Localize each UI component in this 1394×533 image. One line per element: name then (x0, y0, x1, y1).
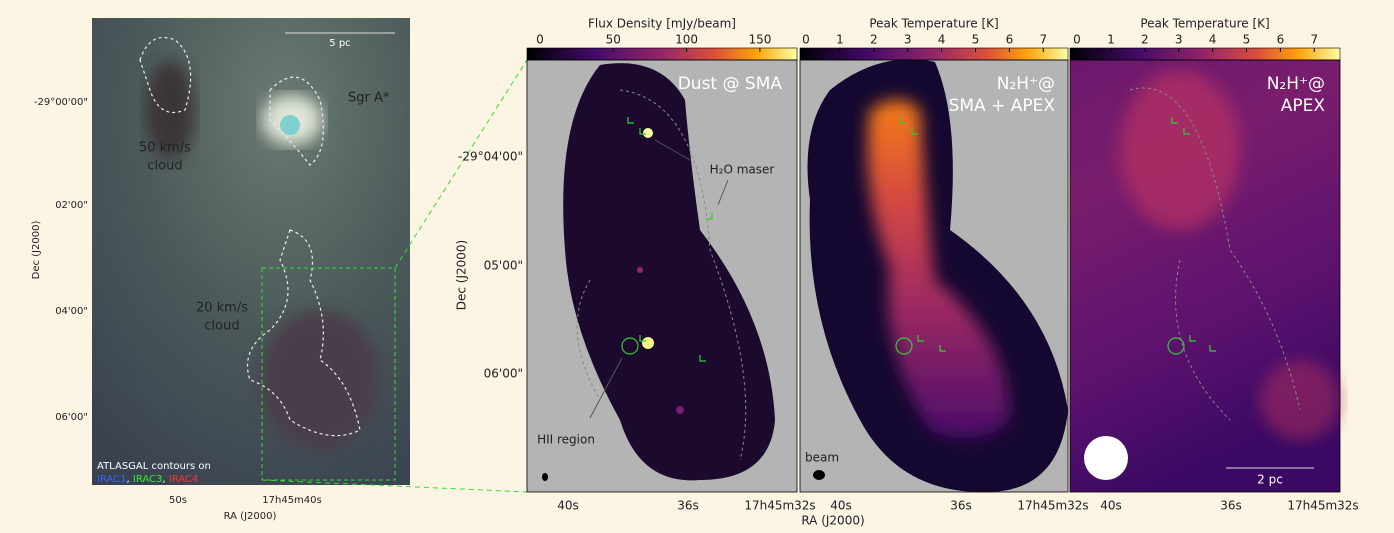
colorbar-tick: 0 (802, 33, 810, 47)
colorbar-tick: 4 (1209, 33, 1217, 47)
colorbar-tick: 5 (972, 33, 980, 47)
source-label: 20 km/s (196, 301, 248, 316)
dec-tick: 02'00" (55, 200, 88, 211)
panel-label: Dust @ SMA (678, 74, 783, 94)
ra-tick: 40s (1100, 499, 1122, 513)
dec-tick: 04'00" (55, 306, 88, 317)
ra-tick: 17h45m32s (1017, 499, 1088, 513)
panel-frame (526, 59, 798, 493)
panel-label: SMA + APEX (949, 96, 1056, 116)
sep: , (127, 474, 133, 485)
source-label: Sgr A* (348, 91, 390, 106)
colorbar-tick: 6 (1006, 33, 1014, 47)
left-axes: -29°00'00" 02'00" 04'00" 06'00" 50s 17h4… (31, 97, 322, 522)
dec-tick: 06'00" (484, 367, 523, 381)
source-label: cloud (147, 159, 182, 174)
legend-bands: IRAC1, IRAC3, IRAC4 (97, 474, 198, 485)
dec-tick: -29°00'00" (34, 97, 88, 108)
panel-frame (799, 59, 1069, 493)
ra-tick: 36s (677, 499, 699, 513)
source-label: cloud (204, 319, 239, 334)
panel-label: N₂H⁺@ (1267, 74, 1325, 94)
ra-tick: 40s (830, 499, 852, 513)
ra-tick: 50s (169, 495, 187, 506)
ra-tick: 40s (557, 499, 579, 513)
colorbar-tick: 100 (675, 33, 698, 47)
ra-tick: 36s (950, 499, 972, 513)
annotation: beam (805, 451, 839, 465)
colorbar-tick: 6 (1277, 33, 1285, 47)
panel-frame (1069, 59, 1341, 493)
y-label: Dec (J2000) (455, 240, 469, 310)
annotation: HII region (537, 433, 595, 447)
dec-tick: -29°04'00" (458, 150, 523, 164)
colorbar-tick: 7 (1039, 33, 1047, 47)
y-label: Dec (J2000) (31, 221, 42, 280)
colorbar-tick: 0 (1073, 33, 1081, 47)
panel-label: APEX (1281, 96, 1326, 116)
scale-label: 5 pc (329, 38, 350, 49)
band: IRAC1 (97, 474, 127, 485)
dust-panel: Dust @ SMA H₂O maser HII region (527, 60, 797, 492)
colorbar-tick: 0 (536, 33, 544, 47)
dec-tick: 05'00" (484, 259, 523, 273)
sep: , (162, 474, 168, 485)
scale-label: 2 pc (1257, 473, 1283, 487)
x-label: RA (J2000) (224, 511, 277, 522)
colorbar-tick: 1 (1107, 33, 1115, 47)
colorbar-tick: 3 (1175, 33, 1183, 47)
zoom-line (394, 59, 528, 269)
colorbar-tick: 3 (904, 33, 912, 47)
colorbar-title: Peak Temperature [K] (1140, 17, 1269, 31)
colorbar-tick: 5 (1243, 33, 1251, 47)
colorbar (526, 47, 798, 61)
dec-tick: 06'00" (55, 412, 88, 423)
right-axes: -29°04'00" 05'00" 06'00" Dec (J2000) RA … (455, 150, 865, 528)
legend-text: ATLASGAL contours on (97, 461, 211, 472)
annotation: H₂O maser (710, 163, 775, 177)
colorbar-tick: 2 (1141, 33, 1149, 47)
source-label: 50 km/s (139, 141, 191, 156)
ra-tick: 17h45m32s (1287, 499, 1358, 513)
ra-tick: 36s (1220, 499, 1242, 513)
colorbar-tick: 1 (836, 33, 844, 47)
colorbar-title: Flux Density [mJy/beam] (588, 17, 736, 31)
left-image: 5 pc Sgr A* 50 km/s cloud 20 km/s cloud … (92, 18, 410, 485)
sma-apex-panel: N₂H⁺@ SMA + APEX beam (800, 59, 1068, 493)
colorbar-tick: 2 (870, 33, 878, 47)
ra-tick: 17h45m32s (744, 499, 815, 513)
x-label: RA (J2000) (801, 514, 864, 528)
colorbar-tick: 150 (748, 33, 771, 47)
colorbar-tick: 50 (606, 33, 621, 47)
band: IRAC3 (133, 474, 163, 485)
colorbar-tick: 7 (1310, 33, 1318, 47)
band: IRAC4 (169, 474, 199, 485)
colorbar-tick: 4 (938, 33, 946, 47)
panel-label: N₂H⁺@ (997, 74, 1055, 94)
ra-tick: 17h45m40s (262, 495, 321, 506)
apex-panel: N₂H⁺@ APEX 2 pc (1070, 60, 1340, 492)
colorbar-title: Peak Temperature [K] (869, 17, 998, 31)
